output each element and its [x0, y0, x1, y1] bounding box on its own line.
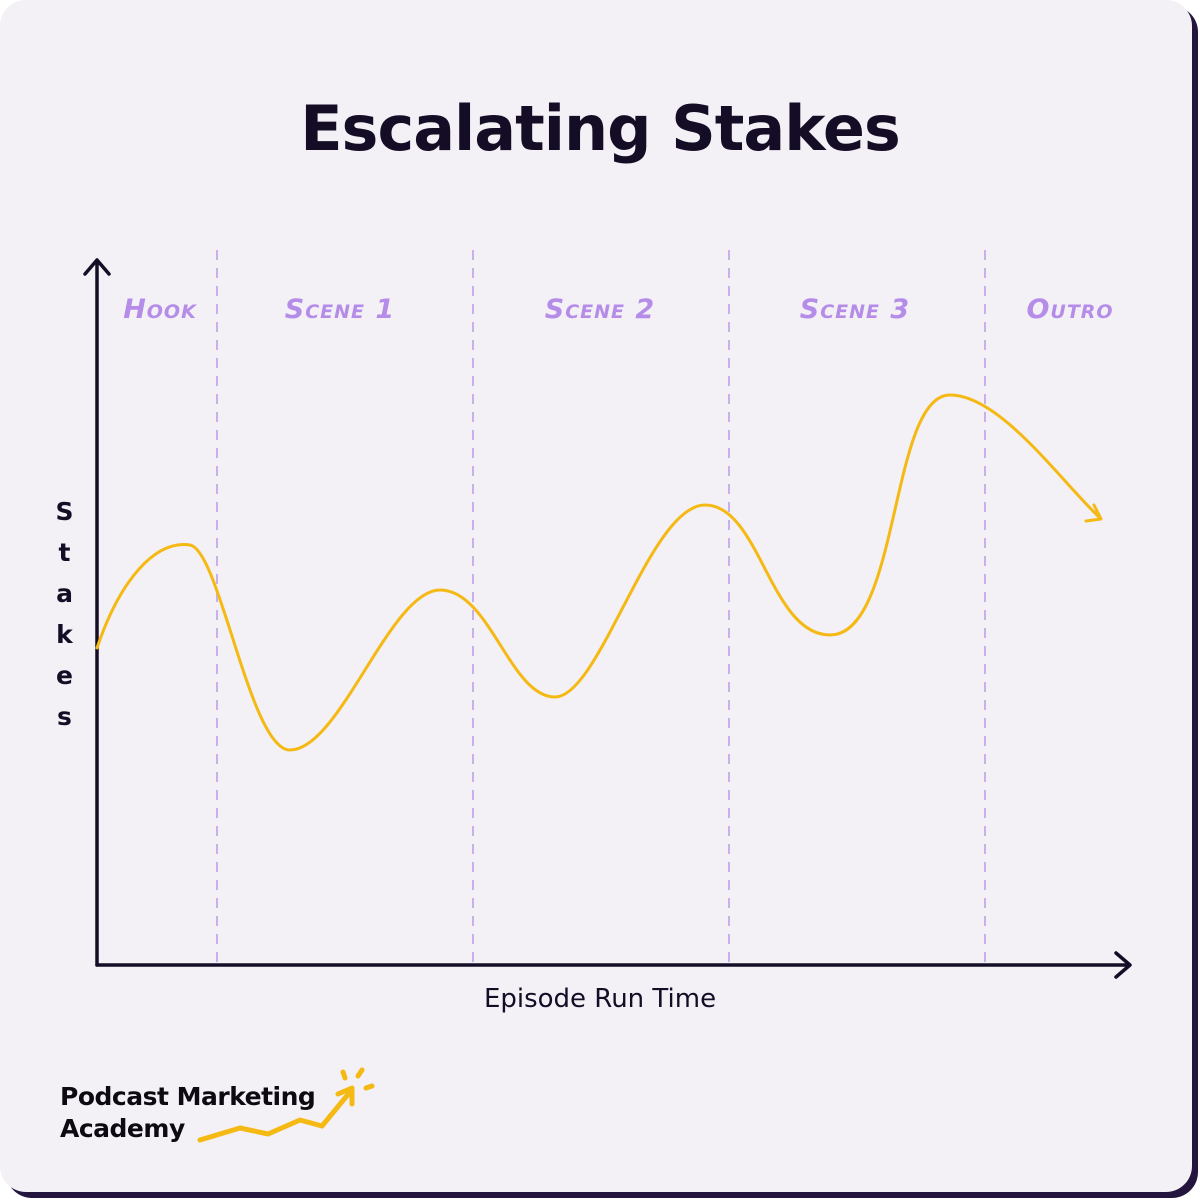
section-label: Hook — [123, 294, 197, 325]
section-label: Scene 2 — [544, 294, 656, 325]
y-axis — [83, 258, 111, 967]
section-dividers — [216, 250, 986, 965]
logo-arrow — [197, 1067, 375, 1143]
x-axis — [95, 951, 1132, 979]
x-axis-label: Episode Run Time — [483, 984, 717, 1014]
title: Escalating Stakes — [300, 92, 901, 165]
section-label: Scene 1 — [284, 294, 396, 325]
logo-text: Podcast Marketing — [60, 1082, 316, 1111]
section-label: Scene 3 — [799, 294, 911, 325]
y-axis-label: Stakes — [50, 497, 79, 743]
logo-text: Academy — [60, 1114, 185, 1143]
stakes-curve — [95, 393, 1103, 752]
section-label: Outro — [1026, 294, 1114, 325]
